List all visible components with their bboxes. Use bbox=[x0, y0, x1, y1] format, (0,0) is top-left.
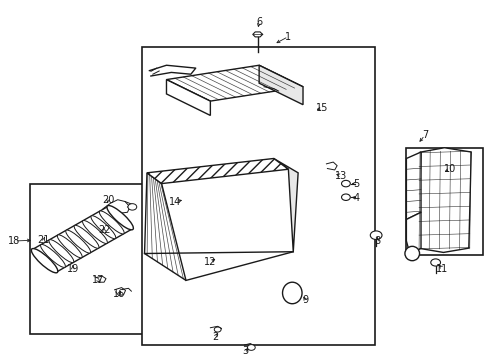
Text: 14: 14 bbox=[169, 197, 181, 207]
Ellipse shape bbox=[82, 220, 107, 243]
Text: 20: 20 bbox=[102, 195, 114, 205]
Polygon shape bbox=[147, 158, 288, 184]
Text: 22: 22 bbox=[98, 225, 110, 235]
Text: 15: 15 bbox=[316, 103, 328, 113]
Circle shape bbox=[247, 345, 255, 350]
Text: 21: 21 bbox=[38, 235, 50, 245]
Polygon shape bbox=[166, 80, 210, 116]
Bar bbox=[30, 184, 154, 334]
Text: 17: 17 bbox=[92, 275, 104, 285]
Text: 12: 12 bbox=[204, 257, 216, 267]
Text: 9: 9 bbox=[302, 295, 308, 305]
Circle shape bbox=[341, 194, 349, 201]
Ellipse shape bbox=[41, 244, 65, 267]
Text: 7: 7 bbox=[421, 130, 427, 140]
Circle shape bbox=[341, 180, 349, 187]
Polygon shape bbox=[259, 65, 303, 105]
Ellipse shape bbox=[404, 246, 419, 261]
Ellipse shape bbox=[107, 206, 132, 229]
Ellipse shape bbox=[49, 240, 74, 263]
Polygon shape bbox=[166, 65, 303, 101]
Text: 6: 6 bbox=[256, 17, 262, 27]
Text: 2: 2 bbox=[212, 332, 218, 342]
Text: 8: 8 bbox=[374, 236, 380, 246]
Text: 5: 5 bbox=[353, 179, 359, 189]
Polygon shape bbox=[273, 158, 298, 252]
Circle shape bbox=[214, 327, 221, 332]
Ellipse shape bbox=[31, 248, 58, 273]
Polygon shape bbox=[406, 212, 420, 255]
Text: 13: 13 bbox=[334, 171, 346, 181]
Ellipse shape bbox=[107, 206, 133, 230]
Ellipse shape bbox=[99, 211, 124, 234]
Circle shape bbox=[369, 231, 381, 239]
Text: 18: 18 bbox=[8, 236, 20, 246]
Ellipse shape bbox=[57, 235, 82, 258]
Polygon shape bbox=[144, 173, 185, 280]
Text: 16: 16 bbox=[113, 289, 125, 299]
Text: 3: 3 bbox=[242, 346, 248, 356]
Bar bbox=[142, 47, 374, 345]
Text: 4: 4 bbox=[353, 193, 359, 203]
Circle shape bbox=[128, 204, 137, 210]
Polygon shape bbox=[417, 148, 470, 252]
Text: 1: 1 bbox=[285, 32, 291, 41]
Ellipse shape bbox=[65, 230, 90, 253]
Ellipse shape bbox=[32, 249, 57, 272]
Circle shape bbox=[430, 259, 440, 266]
Ellipse shape bbox=[282, 282, 302, 304]
Text: 10: 10 bbox=[443, 164, 455, 174]
Ellipse shape bbox=[91, 216, 116, 239]
Text: 11: 11 bbox=[435, 264, 447, 274]
Bar bbox=[406, 148, 483, 255]
Text: 19: 19 bbox=[66, 264, 79, 274]
Ellipse shape bbox=[74, 225, 99, 248]
Polygon shape bbox=[406, 152, 420, 220]
